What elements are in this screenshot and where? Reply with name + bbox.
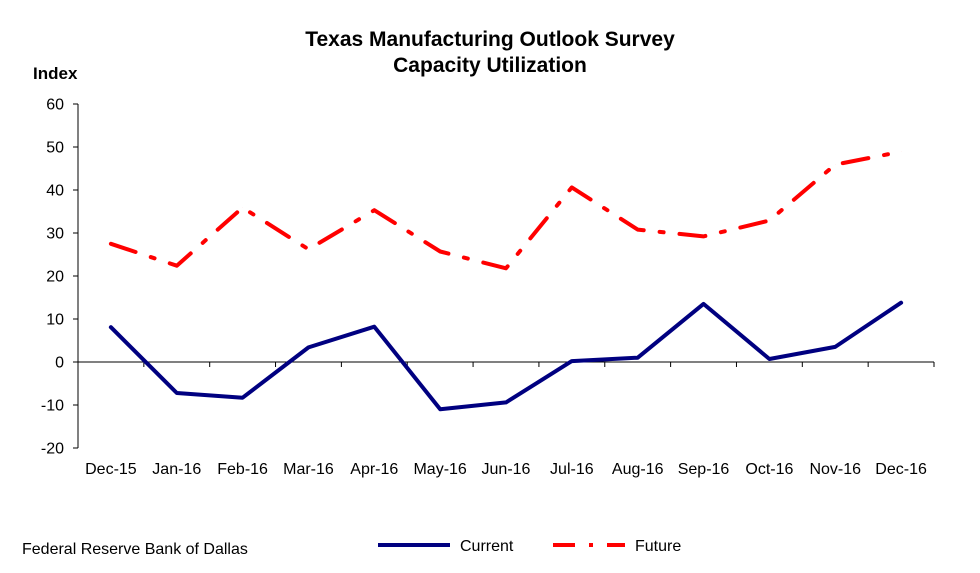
legend-label-current: Current (460, 538, 514, 555)
x-tick-label: Nov-16 (809, 461, 861, 478)
y-tick-label: 40 (46, 183, 64, 200)
x-tick-label: Sep-16 (678, 461, 730, 478)
y-tick-label: 20 (46, 269, 64, 286)
chart-series (108, 149, 904, 412)
source-note: Federal Reserve Bank of Dallas (22, 541, 248, 558)
x-tick-label: Aug-16 (612, 461, 664, 478)
x-tick-label: Jan-16 (152, 461, 201, 478)
x-tick-label: Dec-16 (875, 461, 927, 478)
x-tick-label: Oct-16 (745, 461, 793, 478)
chart-legend: Current Future (378, 538, 681, 555)
legend-label-future: Future (635, 538, 681, 555)
x-tick-label: Jul-16 (550, 461, 594, 478)
chart-title: Texas Manufacturing Outlook Survey (305, 28, 675, 51)
x-tick-label: Mar-16 (283, 461, 334, 478)
y-tick-label: -20 (41, 441, 64, 458)
y-tick-label: 30 (46, 226, 64, 243)
x-tick-label: Feb-16 (217, 461, 268, 478)
x-tick-label: Apr-16 (350, 461, 398, 478)
y-tick-label: -10 (41, 398, 64, 415)
chart-subtitle: Capacity Utilization (393, 54, 587, 77)
x-tick-label: Jun-16 (482, 461, 531, 478)
y-axis-label: Index (33, 64, 78, 83)
chart-axes: -20 -10 0 10 20 30 40 50 60 Dec-15 Jan-16 Feb-16 Mar… (41, 97, 935, 478)
series-line-future (108, 149, 904, 271)
y-tick-label: 50 (46, 140, 64, 157)
x-tick-label: May-16 (413, 461, 466, 478)
y-tick-label: 60 (46, 97, 64, 114)
y-tick-label: 10 (46, 312, 64, 329)
y-tick-label: 0 (55, 355, 64, 372)
series-line-current (108, 300, 904, 412)
x-tick-label: Dec-15 (85, 461, 137, 478)
